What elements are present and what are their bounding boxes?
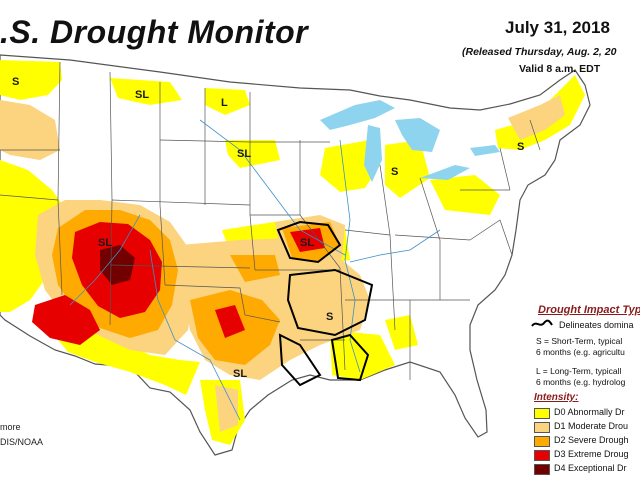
credit-line-1: more [0,422,21,432]
d3-texas [215,305,245,338]
map-label: SL [233,368,247,380]
d0-dakota [205,88,250,115]
legend-short-term-detail: 6 months (e.g. agricultu [536,347,625,357]
map-label: S [391,166,398,178]
impact-delineations [276,220,374,387]
legend-category-label: D0 Abnormally Dr [554,407,625,417]
d0-west [0,160,70,312]
map-label: S [12,76,19,88]
d1-northwest [0,100,60,160]
d1-northeast [508,95,565,140]
legend-long-term-detail: 6 months (e.g. hydrolog [536,377,626,387]
colorado-river [69,214,141,306]
map-legend: Drought Impact Typ Delineates domina S =… [512,300,640,480]
delineation-line-icon [531,319,553,327]
d0-great-lakes-region [320,140,380,192]
map-label: SL [300,237,314,249]
d1-south-texas [215,385,238,432]
missouri-river [199,119,346,256]
delineation-gulf [330,333,370,382]
map-label: SL [98,237,112,249]
legend-swatch [534,422,550,433]
legend-swatch [534,464,550,475]
delineation-louisiana [278,333,322,387]
legend-short-term: S = Short-Term, typical [536,336,623,346]
legend-category-label: D4 Exceptional Dr [554,463,627,473]
legend-category-label: D3 Extreme Droug [554,449,629,459]
map-label: SL [237,148,251,160]
legend-long-term: L = Long-Term, typicall [536,366,622,376]
legend-swatch [534,450,550,461]
d0-northwest [0,60,62,100]
release-date: (Released Thursday, Aug. 2, 20 [462,46,617,58]
delineation-arkansas [286,268,374,337]
state-boundaries [0,61,541,380]
lake-superior [320,100,395,130]
d0-gulf-coast [330,330,395,380]
legend-intensity-heading: Intensity: [534,392,579,403]
d0-michigan [385,140,430,198]
page-title: .S. Drought Monitor [0,14,309,50]
credit-line-2: DIS/NOAA [0,437,44,447]
rivers [69,119,441,421]
legend-heading: Drought Impact Typ [538,304,640,316]
map-date: July 31, 2018 [505,18,610,37]
map-label: SL [135,89,149,101]
lake-ontario [470,145,500,156]
ohio-river [349,229,441,263]
legend-swatch [534,436,550,447]
great-lakes [320,100,500,182]
mississippi-river [339,139,361,373]
legend-category-label: D2 Severe Drough [554,435,629,445]
legend-swatch [534,408,550,419]
map-label: S [326,311,333,323]
d0-montana [110,78,182,105]
legend-delineates: Delineates domina [559,320,634,330]
d0-ohio-pennsylvania [430,175,500,215]
d0-minnesota [225,140,280,168]
lake-huron [395,118,440,152]
d3-arizona [32,295,100,345]
map-label: S [517,141,524,153]
d3-missouri [290,228,325,252]
valid-time: Valid 8 a.m. EDT [519,63,601,75]
lake-erie [420,165,470,180]
map-label: L [221,97,228,109]
delineation-missouri [276,220,342,264]
lake-michigan [364,125,382,182]
rio-grande [149,249,241,421]
legend-category-label: D1 Moderate Drou [554,421,629,431]
